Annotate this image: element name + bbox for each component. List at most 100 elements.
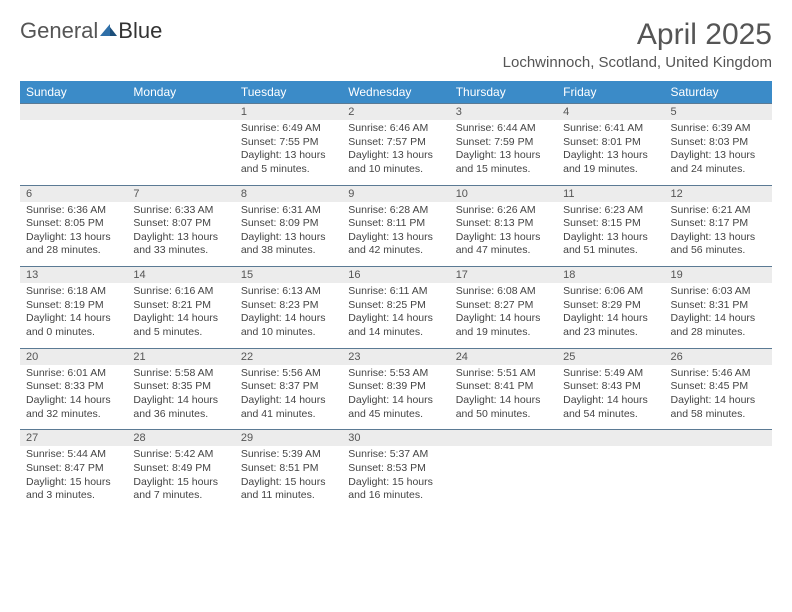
detail-line: and 19 minutes. <box>563 163 658 177</box>
detail-line: Sunset: 8:09 PM <box>241 217 336 231</box>
daynum-cell: 23 <box>342 348 449 365</box>
detail-cell: Sunrise: 6:06 AMSunset: 8:29 PMDaylight:… <box>557 283 664 348</box>
detail-line: Daylight: 13 hours <box>348 149 443 163</box>
daynum-cell: 25 <box>557 348 664 365</box>
detail-line: and 28 minutes. <box>671 326 766 340</box>
detail-line: Daylight: 13 hours <box>241 149 336 163</box>
daynum-cell: 12 <box>665 185 772 202</box>
detail-line: Daylight: 14 hours <box>563 394 658 408</box>
detail-line: Daylight: 14 hours <box>348 312 443 326</box>
detail-row: Sunrise: 5:44 AMSunset: 8:47 PMDaylight:… <box>20 446 772 511</box>
detail-line: Daylight: 14 hours <box>671 312 766 326</box>
detail-line: and 42 minutes. <box>348 244 443 258</box>
detail-cell: Sunrise: 6:23 AMSunset: 8:15 PMDaylight:… <box>557 202 664 267</box>
detail-line: Sunset: 8:15 PM <box>563 217 658 231</box>
detail-line: Daylight: 14 hours <box>133 394 228 408</box>
daynum-cell: 15 <box>235 267 342 284</box>
detail-cell: Sunrise: 5:53 AMSunset: 8:39 PMDaylight:… <box>342 365 449 430</box>
detail-line: Sunrise: 6:49 AM <box>241 122 336 136</box>
daynum-cell: 27 <box>20 430 127 447</box>
detail-cell: Sunrise: 6:28 AMSunset: 8:11 PMDaylight:… <box>342 202 449 267</box>
detail-cell <box>127 120 234 185</box>
daynum-cell: 17 <box>450 267 557 284</box>
detail-line: Daylight: 13 hours <box>671 149 766 163</box>
detail-line: Daylight: 13 hours <box>348 231 443 245</box>
dayname-cell: Sunday <box>20 81 127 104</box>
detail-line: and 45 minutes. <box>348 408 443 422</box>
daynum-cell: 11 <box>557 185 664 202</box>
detail-line: Sunset: 8:43 PM <box>563 380 658 394</box>
daynum-cell: 6 <box>20 185 127 202</box>
detail-line: Sunrise: 6:26 AM <box>456 204 551 218</box>
detail-cell: Sunrise: 6:16 AMSunset: 8:21 PMDaylight:… <box>127 283 234 348</box>
detail-line: Sunset: 8:17 PM <box>671 217 766 231</box>
daynum-cell: 1 <box>235 104 342 121</box>
detail-row: Sunrise: 6:36 AMSunset: 8:05 PMDaylight:… <box>20 202 772 267</box>
detail-line: Sunrise: 6:39 AM <box>671 122 766 136</box>
daynum-cell <box>20 104 127 121</box>
daynum-row: 20212223242526 <box>20 348 772 365</box>
detail-line: Daylight: 13 hours <box>563 231 658 245</box>
detail-cell <box>20 120 127 185</box>
detail-cell: Sunrise: 6:01 AMSunset: 8:33 PMDaylight:… <box>20 365 127 430</box>
daynum-cell: 30 <box>342 430 449 447</box>
detail-row: Sunrise: 6:01 AMSunset: 8:33 PMDaylight:… <box>20 365 772 430</box>
dayname-cell: Tuesday <box>235 81 342 104</box>
detail-line: Sunrise: 6:06 AM <box>563 285 658 299</box>
detail-cell <box>665 446 772 511</box>
detail-line: Sunset: 8:01 PM <box>563 136 658 150</box>
detail-cell: Sunrise: 6:36 AMSunset: 8:05 PMDaylight:… <box>20 202 127 267</box>
detail-line: Sunset: 8:49 PM <box>133 462 228 476</box>
detail-line: Sunrise: 5:49 AM <box>563 367 658 381</box>
detail-line: Daylight: 13 hours <box>456 149 551 163</box>
detail-line: Daylight: 15 hours <box>348 476 443 490</box>
detail-cell: Sunrise: 5:49 AMSunset: 8:43 PMDaylight:… <box>557 365 664 430</box>
detail-line: Sunrise: 5:37 AM <box>348 448 443 462</box>
detail-cell: Sunrise: 6:13 AMSunset: 8:23 PMDaylight:… <box>235 283 342 348</box>
daynum-cell: 20 <box>20 348 127 365</box>
title-location: Lochwinnoch, Scotland, United Kingdom <box>503 54 772 71</box>
detail-line: and 58 minutes. <box>671 408 766 422</box>
detail-cell: Sunrise: 6:41 AMSunset: 8:01 PMDaylight:… <box>557 120 664 185</box>
daynum-cell <box>127 104 234 121</box>
detail-line: Sunset: 8:53 PM <box>348 462 443 476</box>
detail-line: Sunset: 8:29 PM <box>563 299 658 313</box>
detail-line: Sunset: 8:33 PM <box>26 380 121 394</box>
detail-line: Sunrise: 6:36 AM <box>26 204 121 218</box>
calendar-table: Sunday Monday Tuesday Wednesday Thursday… <box>20 81 772 511</box>
detail-line: Sunrise: 6:03 AM <box>671 285 766 299</box>
daynum-cell: 9 <box>342 185 449 202</box>
detail-line: Sunrise: 6:23 AM <box>563 204 658 218</box>
daynum-cell: 22 <box>235 348 342 365</box>
daynum-cell: 26 <box>665 348 772 365</box>
detail-line: Sunrise: 5:44 AM <box>26 448 121 462</box>
detail-row: Sunrise: 6:18 AMSunset: 8:19 PMDaylight:… <box>20 283 772 348</box>
detail-cell: Sunrise: 6:44 AMSunset: 7:59 PMDaylight:… <box>450 120 557 185</box>
detail-line: Sunset: 8:23 PM <box>241 299 336 313</box>
daynum-cell: 10 <box>450 185 557 202</box>
detail-line: Sunrise: 5:42 AM <box>133 448 228 462</box>
detail-line: Sunrise: 6:13 AM <box>241 285 336 299</box>
dayname-cell: Wednesday <box>342 81 449 104</box>
detail-line: Daylight: 14 hours <box>133 312 228 326</box>
detail-line: Sunrise: 6:31 AM <box>241 204 336 218</box>
detail-line: Sunset: 8:21 PM <box>133 299 228 313</box>
detail-line: Sunset: 8:25 PM <box>348 299 443 313</box>
detail-cell: Sunrise: 5:51 AMSunset: 8:41 PMDaylight:… <box>450 365 557 430</box>
detail-line: and 15 minutes. <box>456 163 551 177</box>
detail-line: Sunrise: 6:16 AM <box>133 285 228 299</box>
detail-line: and 14 minutes. <box>348 326 443 340</box>
logo-text-2: Blue <box>118 18 162 44</box>
detail-line: Sunset: 7:57 PM <box>348 136 443 150</box>
detail-line: Sunset: 8:51 PM <box>241 462 336 476</box>
detail-line: and 33 minutes. <box>133 244 228 258</box>
detail-line: and 23 minutes. <box>563 326 658 340</box>
detail-line: Daylight: 15 hours <box>26 476 121 490</box>
detail-line: and 51 minutes. <box>563 244 658 258</box>
daynum-cell: 24 <box>450 348 557 365</box>
detail-cell: Sunrise: 6:39 AMSunset: 8:03 PMDaylight:… <box>665 120 772 185</box>
detail-line: Daylight: 14 hours <box>26 394 121 408</box>
detail-line: and 3 minutes. <box>26 489 121 503</box>
title-block: April 2025 Lochwinnoch, Scotland, United… <box>503 18 772 71</box>
detail-line: Sunset: 8:11 PM <box>348 217 443 231</box>
